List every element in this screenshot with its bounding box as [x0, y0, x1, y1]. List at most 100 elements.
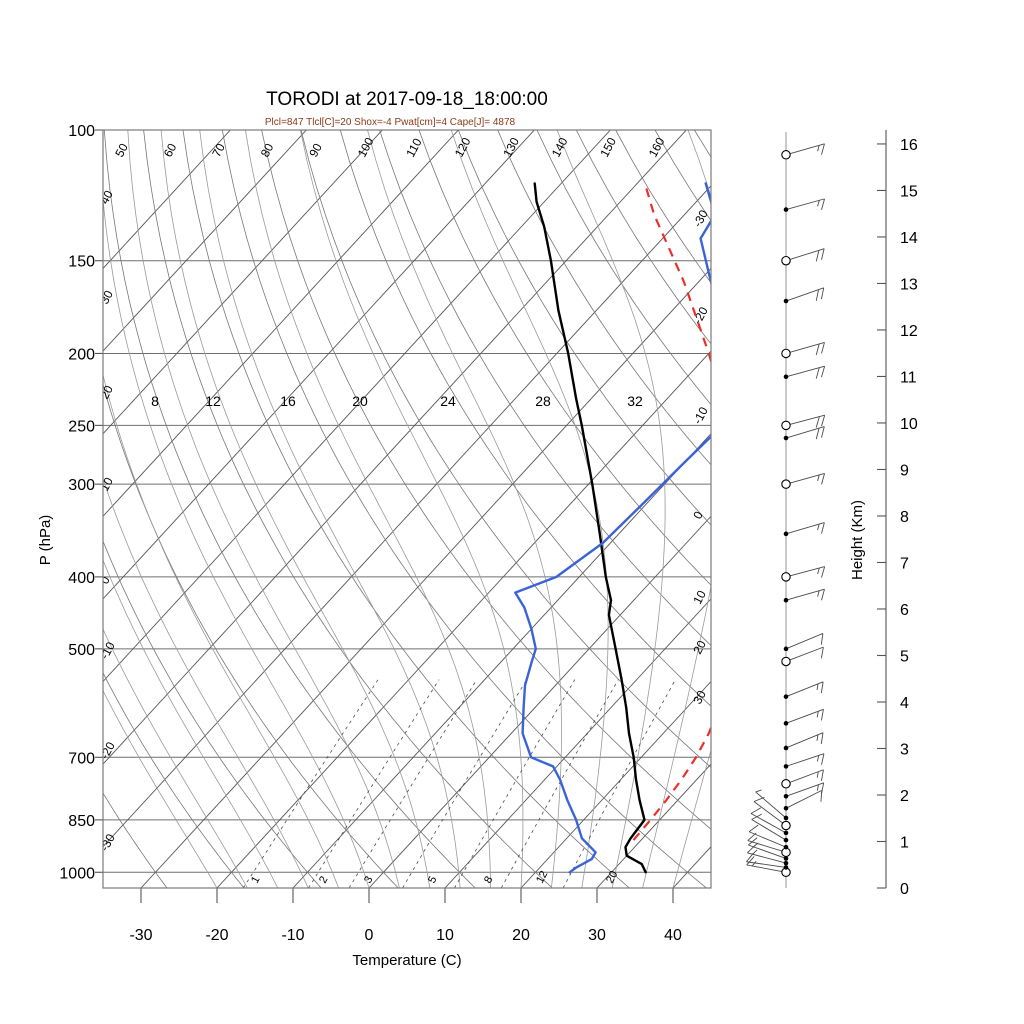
- wind-barb-shaft: [751, 819, 787, 841]
- dry-adiabat: [654, 130, 711, 222]
- wind-barb-half: [816, 755, 820, 762]
- wind-barb-shaft: [746, 861, 787, 868]
- wind-barb-half: [755, 789, 762, 793]
- isotherm-line: [103, 130, 383, 435]
- wind-barb: [783, 588, 825, 603]
- mixing-ratio-line: [242, 679, 379, 888]
- wind-barb-full: [820, 709, 824, 721]
- wind-level-marker-open: [781, 779, 791, 789]
- pressure-tick-label: 150: [68, 254, 95, 271]
- wind-barb: [781, 143, 825, 160]
- wind-barb-full: [815, 416, 820, 428]
- wind-barb-full: [821, 473, 825, 485]
- wind-barb-full: [821, 287, 825, 300]
- pressure-tick-label: 200: [68, 346, 95, 363]
- wind-barb-shaft: [785, 522, 825, 535]
- wind-level-marker-open: [781, 479, 791, 489]
- temperature-curve: [533, 182, 647, 874]
- wind-barb-half: [752, 849, 758, 855]
- wind-barb: [747, 844, 789, 866]
- wind-barb-half: [817, 200, 820, 207]
- wind-barb: [781, 342, 825, 359]
- dry-adiabat: [497, 130, 711, 466]
- wind-level-marker: [783, 531, 789, 537]
- height-tick-label: 12: [900, 323, 918, 340]
- moist-adiabat: [672, 748, 711, 888]
- wind-barb-full: [821, 198, 825, 210]
- wind-barb-half: [751, 861, 757, 867]
- height-tick-label: 3: [900, 741, 909, 758]
- wind-barb-full: [820, 647, 824, 659]
- height-tick-label: 13: [900, 276, 918, 293]
- wind-barb-full: [815, 250, 820, 262]
- moist-adiabat: [367, 130, 562, 888]
- moist-adiabat-label: 28: [535, 393, 551, 409]
- moist-adiabat-label: 20: [352, 393, 368, 409]
- moist-adiabat: [103, 559, 279, 888]
- wind-barb-full: [746, 856, 755, 866]
- isotherm-right-label: 10: [690, 588, 709, 607]
- wind-barb-shaft: [785, 473, 825, 485]
- wind-barb: [783, 681, 824, 699]
- isotherm-line: [140, 267, 711, 888]
- wind-level-marker: [783, 435, 789, 441]
- moist-adiabat: [127, 130, 400, 888]
- dry-adiabat-top-label: 50: [112, 141, 131, 160]
- mixing-ratio-line: [402, 679, 528, 888]
- wind-level-marker: [783, 721, 789, 726]
- wind-level-marker: [783, 694, 789, 699]
- isotherm-line: [103, 185, 711, 848]
- dry-adiabat: [812, 130, 1024, 888]
- wind-level-marker: [783, 646, 789, 652]
- isotherm-line: [216, 350, 711, 888]
- wind-barb-shaft: [785, 633, 824, 650]
- mixing-ratio-label: 3: [362, 874, 375, 885]
- moist-adiabat: [300, 130, 524, 888]
- temperature-tick-label: 30: [588, 927, 606, 944]
- isotherm-line: [444, 598, 711, 888]
- wind-barb-full: [821, 426, 825, 438]
- grid-label-layer: 50 60 70 80 90 100 110 120 130 140 150 160403020100…: [97, 135, 711, 886]
- isotherm-line: [103, 130, 535, 600]
- dry-adiabat: [575, 130, 711, 345]
- wind-barb-full: [820, 633, 824, 645]
- wind-level-marker: [783, 764, 789, 769]
- moist-adiabat: [160, 130, 431, 888]
- dry-adiabat-top-label: 150: [597, 135, 619, 160]
- wind-barb-shaft: [755, 791, 787, 819]
- wind-barb-shaft: [746, 864, 787, 873]
- wind-barb: [746, 852, 789, 870]
- wind-level-marker: [783, 815, 789, 821]
- wind-barb: [783, 522, 825, 537]
- wind-barb-shaft: [785, 287, 824, 302]
- moist-adiabat: [103, 477, 309, 888]
- wind-barb-half: [817, 145, 820, 152]
- height-tick-label: 10: [900, 416, 918, 433]
- wind-level-marker: [783, 844, 789, 850]
- moist-adiabat: [103, 689, 218, 888]
- moist-adiabat-label: 12: [205, 393, 221, 409]
- y2-axis-label: Height (Km): [849, 500, 866, 580]
- wind-barb: [748, 837, 789, 861]
- moist-adiabat: [103, 373, 339, 888]
- mixing-ratio-label: 2: [317, 874, 330, 885]
- wind-barb: [783, 790, 823, 811]
- dry-adiabat-top-label: 90: [306, 141, 325, 160]
- dry-adiabat-left-label: 0: [97, 574, 113, 587]
- dry-adiabat-top-label: 120: [452, 135, 474, 160]
- wind-barb-full: [821, 566, 826, 578]
- dry-adiabat: [103, 383, 399, 888]
- dry-adiabat-top-label: 70: [209, 141, 228, 160]
- moist-adiabat-label: 24: [440, 393, 456, 409]
- moist-adiabat-label: 8: [151, 393, 159, 409]
- isotherm-right-label: 20: [690, 638, 709, 657]
- wind-level-marker: [783, 860, 789, 866]
- wind-barb: [755, 789, 789, 821]
- mixing-ratio-line: [454, 679, 576, 888]
- temperature-tick-label: -30: [129, 927, 152, 944]
- wind-barb-half: [817, 474, 820, 481]
- wind-barb-shaft: [785, 143, 825, 156]
- wind-barb-shaft: [785, 753, 825, 767]
